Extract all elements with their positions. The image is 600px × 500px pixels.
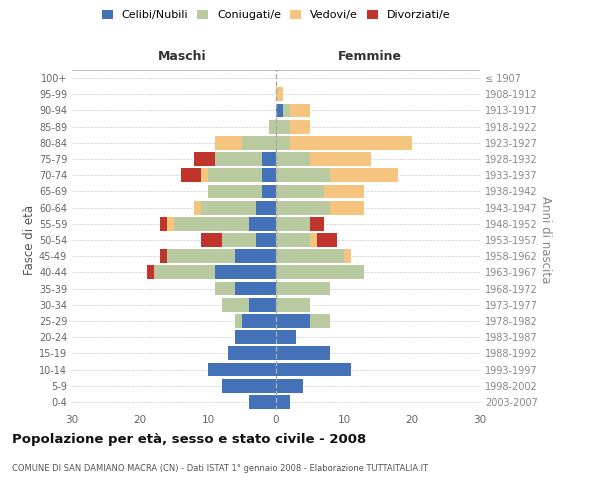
Bar bbox=[249, 298, 276, 312]
Bar bbox=[167, 250, 235, 263]
Bar bbox=[249, 395, 276, 409]
Bar bbox=[283, 104, 290, 118]
Bar bbox=[235, 330, 276, 344]
Bar bbox=[208, 184, 262, 198]
Bar bbox=[323, 184, 364, 198]
Text: COMUNE DI SAN DAMIANO MACRA (CN) - Dati ISTAT 1° gennaio 2008 - Elaborazione TUT: COMUNE DI SAN DAMIANO MACRA (CN) - Dati … bbox=[12, 464, 428, 473]
Bar bbox=[290, 136, 412, 149]
Bar bbox=[201, 200, 256, 214]
Bar bbox=[276, 104, 283, 118]
Bar bbox=[276, 395, 290, 409]
Bar bbox=[276, 233, 310, 247]
Bar bbox=[235, 314, 242, 328]
Bar bbox=[310, 314, 331, 328]
Bar bbox=[215, 136, 242, 149]
Bar bbox=[276, 120, 290, 134]
Bar bbox=[331, 168, 398, 182]
Bar bbox=[256, 233, 276, 247]
Bar bbox=[181, 168, 201, 182]
Bar bbox=[331, 200, 364, 214]
Bar bbox=[276, 298, 310, 312]
Text: Femmine: Femmine bbox=[338, 50, 402, 63]
Bar bbox=[221, 379, 276, 392]
Bar bbox=[290, 120, 310, 134]
Bar bbox=[276, 200, 331, 214]
Bar bbox=[154, 266, 215, 280]
Bar bbox=[276, 168, 331, 182]
Bar bbox=[242, 136, 276, 149]
Bar bbox=[256, 200, 276, 214]
Bar bbox=[235, 282, 276, 296]
Bar bbox=[290, 104, 310, 118]
Text: Maschi: Maschi bbox=[158, 50, 206, 63]
Bar bbox=[242, 314, 276, 328]
Bar bbox=[215, 152, 262, 166]
Bar bbox=[221, 298, 249, 312]
Bar bbox=[160, 250, 167, 263]
Bar bbox=[221, 233, 256, 247]
Bar bbox=[310, 217, 323, 230]
Bar bbox=[229, 346, 276, 360]
Bar bbox=[276, 362, 351, 376]
Bar bbox=[201, 233, 221, 247]
Bar bbox=[276, 346, 331, 360]
Bar bbox=[276, 314, 310, 328]
Bar bbox=[194, 200, 201, 214]
Bar bbox=[262, 168, 276, 182]
Bar bbox=[262, 184, 276, 198]
Bar bbox=[276, 282, 331, 296]
Bar bbox=[215, 266, 276, 280]
Bar bbox=[235, 250, 276, 263]
Y-axis label: Fasce di età: Fasce di età bbox=[23, 205, 36, 275]
Legend: Celibi/Nubili, Coniugati/e, Vedovi/e, Divorziati/e: Celibi/Nubili, Coniugati/e, Vedovi/e, Di… bbox=[97, 6, 455, 25]
Bar bbox=[208, 362, 276, 376]
Bar bbox=[310, 152, 371, 166]
Bar bbox=[147, 266, 154, 280]
Bar bbox=[276, 266, 364, 280]
Bar bbox=[167, 217, 174, 230]
Bar bbox=[160, 217, 167, 230]
Bar bbox=[215, 282, 235, 296]
Bar bbox=[249, 217, 276, 230]
Bar bbox=[174, 217, 249, 230]
Bar bbox=[276, 184, 323, 198]
Bar bbox=[262, 152, 276, 166]
Bar bbox=[276, 250, 344, 263]
Bar bbox=[276, 88, 283, 101]
Bar bbox=[194, 152, 215, 166]
Bar bbox=[208, 168, 262, 182]
Bar bbox=[310, 233, 317, 247]
Bar bbox=[276, 330, 296, 344]
Bar bbox=[317, 233, 337, 247]
Y-axis label: Anni di nascita: Anni di nascita bbox=[539, 196, 551, 284]
Bar bbox=[269, 120, 276, 134]
Bar bbox=[276, 379, 303, 392]
Bar bbox=[276, 217, 310, 230]
Text: Popolazione per età, sesso e stato civile - 2008: Popolazione per età, sesso e stato civil… bbox=[12, 432, 366, 446]
Bar bbox=[344, 250, 351, 263]
Bar bbox=[276, 136, 290, 149]
Bar bbox=[201, 168, 208, 182]
Bar bbox=[276, 152, 310, 166]
